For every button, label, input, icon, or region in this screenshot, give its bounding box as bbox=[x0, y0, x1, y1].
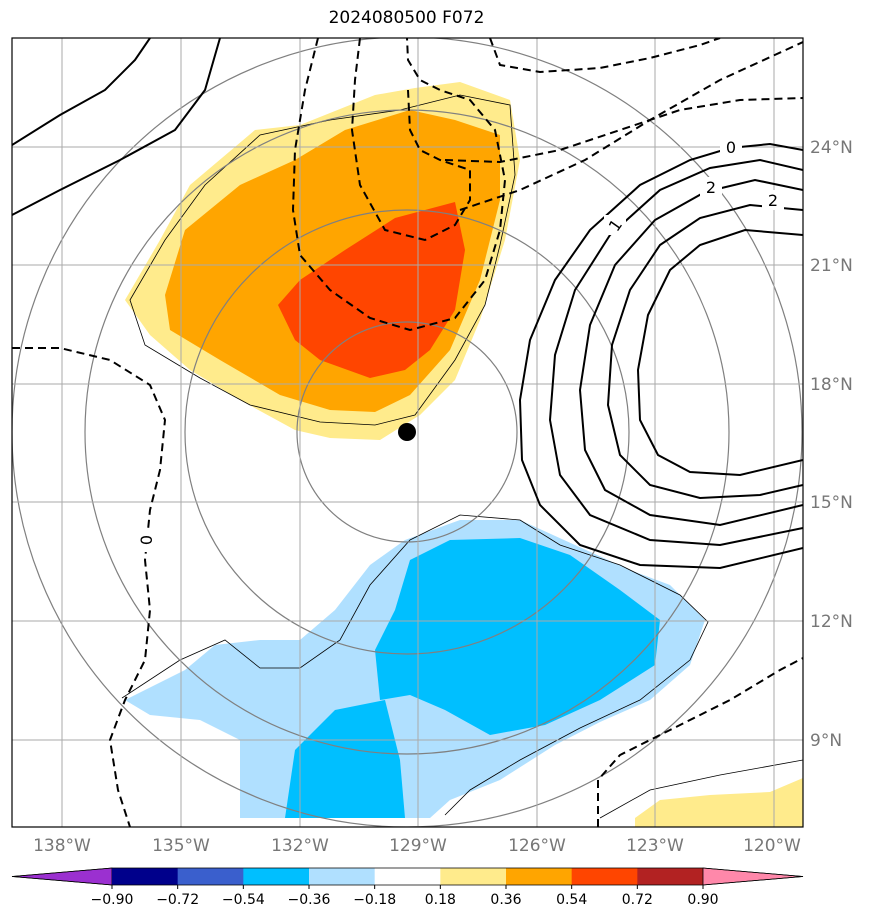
colorbar-segment bbox=[112, 868, 179, 885]
colorbar-label: 0.72 bbox=[622, 892, 653, 908]
colorbar-segment bbox=[571, 868, 638, 885]
lon-label: 120°W bbox=[743, 836, 801, 856]
lon-label: 126°W bbox=[508, 836, 566, 856]
lon-label: 129°W bbox=[389, 836, 447, 856]
colorbar-extend-high bbox=[702, 867, 804, 886]
lon-label: 135°W bbox=[152, 836, 210, 856]
colorbar-label: 0.36 bbox=[490, 892, 521, 908]
contour-label: 2 bbox=[706, 178, 716, 197]
lon-label: 132°W bbox=[271, 836, 329, 856]
lat-label: 15°N bbox=[810, 493, 853, 513]
longitude-labels: 138°W 135°W 132°W 129°W 126°W 123°W 120°… bbox=[33, 836, 801, 856]
lat-label: 24°N bbox=[810, 138, 853, 158]
negative-shading-blue bbox=[375, 538, 660, 735]
lat-label: 9°N bbox=[810, 731, 842, 751]
thin-contour-north bbox=[129, 94, 516, 426]
map-panel: 0 2 2 1 0 bbox=[12, 38, 803, 827]
thin-contour-southeast bbox=[599, 759, 803, 819]
colorbar-segment bbox=[440, 868, 507, 885]
contour-label: 0 bbox=[137, 535, 156, 545]
lon-label: 123°W bbox=[626, 836, 684, 856]
colorbar-segment bbox=[506, 868, 573, 885]
thin-contour-south bbox=[121, 514, 709, 816]
negative-shading-blue-south bbox=[285, 700, 405, 818]
lat-label: 21°N bbox=[810, 256, 853, 276]
positive-shading-southeast bbox=[635, 778, 803, 827]
colorbar-extend-low bbox=[11, 867, 113, 886]
map-frame bbox=[11, 37, 804, 828]
range-rings bbox=[12, 38, 803, 827]
colorbar-label: 0.54 bbox=[556, 892, 587, 908]
colorbar-label: 0.18 bbox=[425, 892, 456, 908]
storm-center-marker bbox=[398, 423, 416, 441]
colorbar-label: −0.18 bbox=[353, 892, 396, 908]
colorbar-label: −0.72 bbox=[156, 892, 199, 908]
colorbar-label: −0.90 bbox=[91, 892, 134, 908]
colorbar-segment bbox=[309, 868, 376, 885]
colorbar-label: −0.54 bbox=[222, 892, 265, 908]
lat-label: 12°N bbox=[810, 612, 853, 632]
lon-label: 138°W bbox=[33, 836, 91, 856]
contour-label: 2 bbox=[768, 191, 778, 210]
lat-label: 18°N bbox=[810, 375, 853, 395]
colorbar-label: 0.90 bbox=[687, 892, 718, 908]
contour-label: 0 bbox=[726, 138, 736, 157]
chart-title: 2024080500 F072 bbox=[328, 8, 485, 28]
colorbar-label: −0.36 bbox=[288, 892, 331, 908]
latitude-labels: 24°N 21°N 18°N 15°N 12°N 9°N bbox=[810, 138, 853, 751]
colorbar-segment bbox=[177, 868, 244, 885]
colorbar-segment bbox=[374, 868, 441, 885]
colorbar: −0.90 −0.72 −0.54 −0.36 −0.18 0.18 0.36 0.54 0.7… bbox=[11, 867, 804, 908]
colorbar-segment bbox=[243, 868, 310, 885]
colorbar-segment bbox=[637, 868, 704, 885]
